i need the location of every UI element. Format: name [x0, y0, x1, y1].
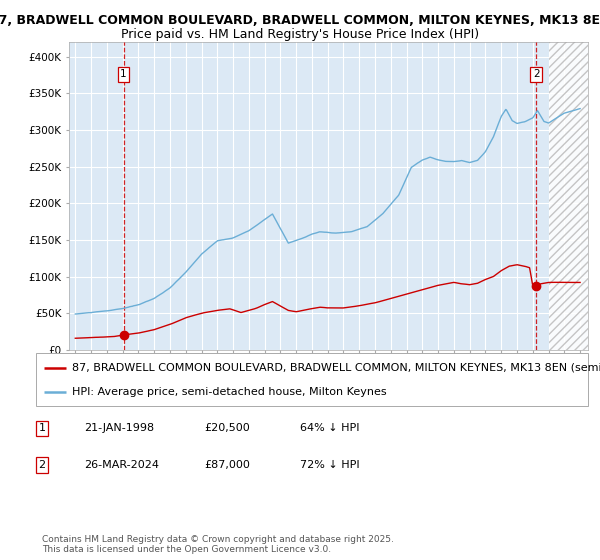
Polygon shape	[548, 42, 588, 350]
Text: £20,500: £20,500	[204, 423, 250, 433]
Text: Contains HM Land Registry data © Crown copyright and database right 2025.
This d: Contains HM Land Registry data © Crown c…	[42, 535, 394, 554]
Text: 64% ↓ HPI: 64% ↓ HPI	[300, 423, 359, 433]
Text: 2: 2	[38, 460, 46, 470]
Text: 2: 2	[533, 69, 540, 80]
Text: 1: 1	[38, 423, 46, 433]
Text: 72% ↓ HPI: 72% ↓ HPI	[300, 460, 359, 470]
Text: 21-JAN-1998: 21-JAN-1998	[84, 423, 154, 433]
Text: 87, BRADWELL COMMON BOULEVARD, BRADWELL COMMON, MILTON KEYNES, MK13 8EN (semi: 87, BRADWELL COMMON BOULEVARD, BRADWELL …	[72, 363, 600, 373]
Text: 1: 1	[120, 69, 127, 80]
Text: £87,000: £87,000	[204, 460, 250, 470]
Text: Price paid vs. HM Land Registry's House Price Index (HPI): Price paid vs. HM Land Registry's House …	[121, 28, 479, 41]
Text: HPI: Average price, semi-detached house, Milton Keynes: HPI: Average price, semi-detached house,…	[72, 387, 386, 397]
Text: 26-MAR-2024: 26-MAR-2024	[84, 460, 159, 470]
Text: 87, BRADWELL COMMON BOULEVARD, BRADWELL COMMON, MILTON KEYNES, MK13 8EN: 87, BRADWELL COMMON BOULEVARD, BRADWELL …	[0, 14, 600, 27]
FancyBboxPatch shape	[36, 353, 588, 406]
